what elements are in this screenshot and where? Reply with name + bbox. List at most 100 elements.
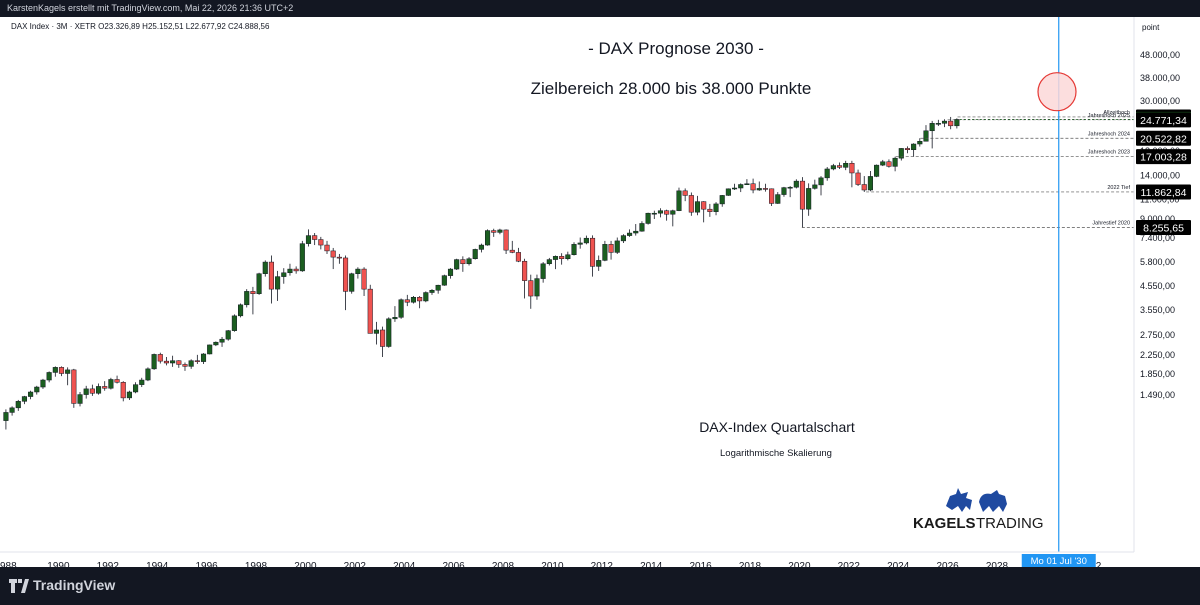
candle-body: [812, 184, 818, 189]
candle: [954, 118, 960, 129]
candle-body: [89, 388, 95, 394]
candle-body: [238, 304, 244, 317]
price-badge-text: 8.255,65: [1143, 222, 1184, 234]
candle: [268, 255, 274, 304]
candle: [602, 240, 608, 262]
candle-body: [546, 259, 552, 265]
price-badge-text: 24.771,34: [1140, 115, 1187, 127]
candle: [46, 371, 52, 383]
price-tick-label: 30.000,00: [1140, 96, 1180, 106]
candle-body: [522, 260, 528, 281]
price-tick-label: 2.250,00: [1140, 350, 1175, 360]
candle-body: [318, 239, 324, 246]
candle: [732, 183, 738, 191]
candle-body: [398, 299, 404, 318]
candle-body: [799, 180, 806, 210]
time-axis-marker: Mo 01 Jul '30: [1021, 554, 1096, 567]
time-tick-label: 2000: [294, 561, 317, 567]
candle: [120, 381, 126, 402]
candle: [725, 188, 731, 196]
candle: [77, 391, 83, 407]
candle-body: [639, 223, 645, 232]
candle: [540, 262, 546, 283]
candle-body: [904, 148, 911, 151]
candle-body: [552, 256, 559, 260]
candle: [682, 188, 688, 202]
candle-body: [849, 163, 855, 174]
candle: [534, 274, 540, 300]
candle: [861, 176, 867, 192]
center-title: DAX-Index Quartalschart: [699, 419, 855, 435]
candle-body: [867, 176, 873, 191]
level-label: Jahreshoch 2024: [1088, 131, 1130, 137]
candle: [250, 286, 256, 315]
candle-body: [28, 391, 34, 397]
level-label: Allzeithoch: [1103, 110, 1130, 116]
candle-body: [194, 360, 200, 362]
candle-body: [151, 354, 157, 370]
candle: [917, 138, 923, 147]
candle: [34, 385, 40, 395]
candle: [429, 289, 435, 295]
candle: [262, 260, 268, 277]
candle-body: [429, 290, 435, 293]
candle-body: [120, 382, 126, 399]
candle-body: [565, 254, 571, 259]
candle-body: [744, 183, 750, 185]
candle: [361, 267, 367, 297]
candle-body: [472, 249, 478, 259]
candle: [28, 390, 34, 400]
candle: [89, 384, 95, 396]
price-tick-label: 7.400,00: [1140, 233, 1175, 243]
candle-body: [324, 244, 330, 252]
target-circle: [1037, 72, 1077, 112]
candle: [454, 258, 460, 270]
candle-body: [281, 272, 287, 277]
candle: [65, 367, 71, 386]
candle: [207, 344, 213, 355]
tradingview-logo[interactable]: TradingView: [9, 577, 115, 593]
candle: [126, 390, 132, 400]
candle-body: [349, 273, 355, 292]
candle-body: [478, 244, 484, 250]
candle: [108, 377, 114, 390]
candle-body: [682, 190, 688, 196]
level-label: Jahreshoch 2023: [1088, 150, 1130, 156]
candle-body: [762, 188, 768, 190]
candle: [849, 160, 855, 188]
candle: [522, 258, 528, 299]
candle-body: [40, 379, 46, 388]
candle-body: [330, 250, 336, 258]
candle: [515, 247, 521, 263]
candle-body: [157, 354, 163, 362]
candle: [911, 143, 917, 157]
candle-body: [58, 367, 65, 374]
candle: [929, 120, 935, 149]
candle: [151, 353, 157, 370]
candle-body: [77, 394, 83, 404]
candle: [824, 167, 830, 181]
candle: [231, 314, 237, 332]
candle-body: [911, 143, 917, 151]
candle-body: [874, 164, 880, 177]
chart-pane[interactable]: Allzeithoch Jahreshoch 2025 Jahreshoch 202…: [0, 17, 1200, 567]
candle-body: [509, 249, 515, 253]
candle-body: [917, 141, 923, 145]
candle-body: [139, 379, 145, 385]
candle-body: [213, 341, 219, 346]
candle: [670, 209, 676, 227]
candle-body: [824, 168, 830, 179]
time-tick-label-first: 988: [0, 561, 17, 567]
candle: [657, 208, 664, 218]
candle-body: [287, 268, 293, 274]
candle: [417, 296, 423, 309]
candle: [102, 381, 108, 391]
candle: [225, 329, 231, 341]
candle: [707, 203, 713, 217]
candle: [176, 360, 182, 368]
price-badge-text: 17.003,28: [1140, 152, 1187, 164]
candle-body: [417, 297, 423, 302]
candle: [874, 164, 880, 178]
